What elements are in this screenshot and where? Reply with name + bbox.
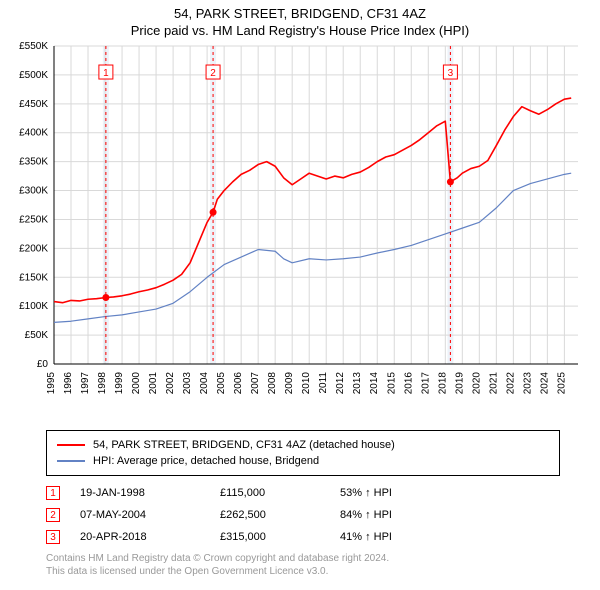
sale-vs-hpi: 53% ↑ HPI: [340, 487, 460, 499]
svg-text:£150K: £150K: [19, 272, 48, 283]
svg-text:2017: 2017: [420, 372, 431, 395]
svg-text:1: 1: [103, 68, 109, 79]
title-subtitle: Price paid vs. HM Land Registry's House …: [0, 23, 600, 38]
svg-text:2007: 2007: [250, 372, 261, 395]
svg-text:2014: 2014: [369, 372, 380, 395]
sale-marker-box: 1: [46, 486, 60, 500]
svg-text:2004: 2004: [199, 372, 210, 395]
legend-swatch: [57, 444, 85, 446]
svg-text:2022: 2022: [505, 372, 516, 395]
legend: 54, PARK STREET, BRIDGEND, CF31 4AZ (det…: [46, 430, 560, 476]
sale-row: 2 07-MAY-2004 £262,500 84% ↑ HPI: [46, 504, 560, 526]
svg-text:2020: 2020: [471, 372, 482, 395]
svg-text:2: 2: [210, 68, 216, 79]
legend-row: HPI: Average price, detached house, Brid…: [57, 453, 549, 469]
sale-marker-box: 2: [46, 508, 60, 522]
svg-text:2021: 2021: [488, 372, 499, 395]
svg-text:2023: 2023: [522, 372, 533, 395]
chart-area: £0 £50K £100K £150K £200K £250K £300K £350K £400…: [0, 40, 600, 420]
svg-text:2010: 2010: [301, 372, 312, 395]
svg-text:2024: 2024: [539, 372, 550, 395]
sale-marker-box: 3: [46, 530, 60, 544]
svg-text:£400K: £400K: [19, 128, 48, 139]
svg-text:£300K: £300K: [19, 186, 48, 197]
svg-text:£550K: £550K: [19, 41, 48, 52]
legend-label: 54, PARK STREET, BRIDGEND, CF31 4AZ (det…: [93, 439, 395, 451]
svg-text:2006: 2006: [233, 372, 244, 395]
sale-price: £262,500: [220, 509, 340, 521]
svg-text:2003: 2003: [182, 372, 193, 395]
svg-text:2016: 2016: [403, 372, 414, 395]
svg-text:£200K: £200K: [19, 243, 48, 254]
svg-text:£350K: £350K: [19, 157, 48, 168]
svg-text:£450K: £450K: [19, 99, 48, 110]
svg-text:£500K: £500K: [19, 70, 48, 81]
svg-text:2012: 2012: [335, 372, 346, 395]
page-root: 54, PARK STREET, BRIDGEND, CF31 4AZ Pric…: [0, 0, 600, 578]
svg-text:2013: 2013: [352, 372, 363, 395]
sale-row: 3 20-APR-2018 £315,000 41% ↑ HPI: [46, 526, 560, 548]
sale-date: 07-MAY-2004: [80, 509, 220, 521]
svg-text:£50K: £50K: [25, 330, 49, 341]
svg-text:3: 3: [448, 68, 454, 79]
footnote: Contains HM Land Registry data © Crown c…: [46, 552, 560, 578]
footnote-line: This data is licensed under the Open Gov…: [46, 565, 560, 578]
svg-text:1998: 1998: [97, 372, 108, 395]
legend-row: 54, PARK STREET, BRIDGEND, CF31 4AZ (det…: [57, 437, 549, 453]
sale-vs-hpi: 41% ↑ HPI: [340, 531, 460, 543]
svg-text:2008: 2008: [267, 372, 278, 395]
sale-date: 19-JAN-1998: [80, 487, 220, 499]
svg-text:1997: 1997: [80, 372, 91, 395]
title-address: 54, PARK STREET, BRIDGEND, CF31 4AZ: [0, 6, 600, 21]
price-chart: £0 £50K £100K £150K £200K £250K £300K £350K £400…: [0, 40, 600, 420]
legend-swatch: [57, 460, 85, 462]
title-block: 54, PARK STREET, BRIDGEND, CF31 4AZ Pric…: [0, 0, 600, 40]
svg-text:2002: 2002: [165, 372, 176, 395]
svg-text:£250K: £250K: [19, 214, 48, 225]
svg-text:2009: 2009: [284, 372, 295, 395]
svg-text:1995: 1995: [46, 372, 57, 395]
svg-text:2015: 2015: [386, 372, 397, 395]
sale-vs-hpi: 84% ↑ HPI: [340, 509, 460, 521]
svg-text:2005: 2005: [216, 372, 227, 395]
sales-table: 1 19-JAN-1998 £115,000 53% ↑ HPI 2 07-MA…: [46, 482, 560, 548]
svg-text:1999: 1999: [114, 372, 125, 395]
svg-text:£0: £0: [37, 359, 49, 370]
svg-text:2011: 2011: [318, 372, 329, 394]
footnote-line: Contains HM Land Registry data © Crown c…: [46, 552, 560, 565]
sale-price: £115,000: [220, 487, 340, 499]
sale-date: 20-APR-2018: [80, 531, 220, 543]
svg-text:2018: 2018: [437, 372, 448, 395]
legend-label: HPI: Average price, detached house, Brid…: [93, 455, 319, 467]
sale-price: £315,000: [220, 531, 340, 543]
svg-text:2001: 2001: [148, 372, 159, 395]
svg-text:2000: 2000: [131, 372, 142, 395]
svg-text:1996: 1996: [63, 372, 74, 395]
svg-text:£100K: £100K: [19, 301, 48, 312]
sale-row: 1 19-JAN-1998 £115,000 53% ↑ HPI: [46, 482, 560, 504]
svg-text:2019: 2019: [454, 372, 465, 395]
svg-text:2025: 2025: [556, 372, 567, 395]
